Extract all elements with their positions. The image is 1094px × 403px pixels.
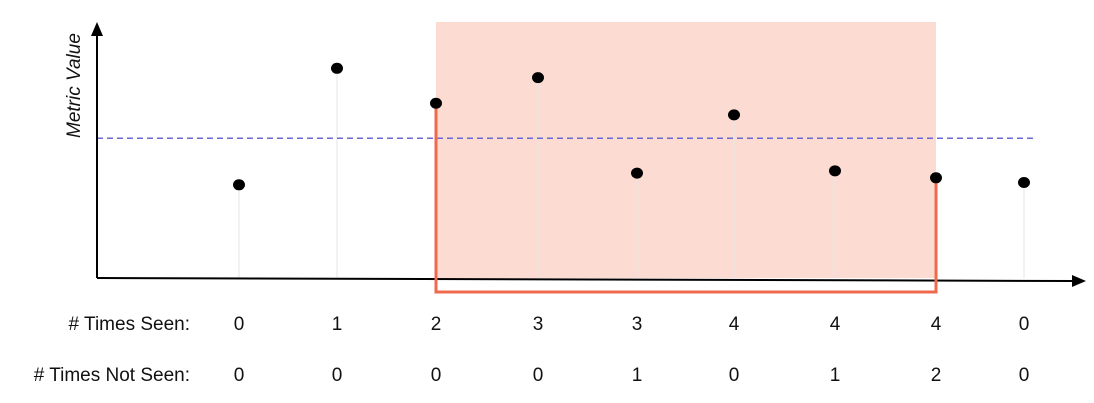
times-not-seen-value-7: 2 <box>931 365 942 386</box>
times-seen-value-7: 4 <box>931 314 942 335</box>
times-not-seen-value-3: 0 <box>533 365 544 386</box>
data-point-2 <box>430 97 442 109</box>
times-not-seen-value-2: 0 <box>431 365 442 386</box>
data-point-1 <box>331 62 343 74</box>
times-not-seen-value-8: 0 <box>1019 365 1030 386</box>
times-not-seen-value-5: 0 <box>729 365 740 386</box>
y-axis-arrow-icon <box>91 22 103 36</box>
y-axis-label: Metric Value <box>64 33 85 138</box>
times-seen-value-3: 3 <box>533 314 544 335</box>
times-not-seen-value-0: 0 <box>234 365 245 386</box>
times-seen-value-4: 3 <box>632 314 643 335</box>
data-point-6 <box>829 165 841 177</box>
data-point-5 <box>728 109 740 121</box>
data-point-0 <box>233 179 245 191</box>
times-seen-value-5: 4 <box>729 314 740 335</box>
times-seen-value-8: 0 <box>1019 314 1030 335</box>
times-not-seen-value-1: 0 <box>332 365 343 386</box>
highlight-window <box>436 22 936 278</box>
times-not-seen-value-4: 1 <box>632 365 643 386</box>
x-axis <box>96 277 1075 282</box>
data-point-7 <box>930 172 942 184</box>
times-seen-value-1: 1 <box>332 314 343 335</box>
data-point-3 <box>532 72 544 84</box>
window-bracket <box>434 103 938 294</box>
times-seen-value-2: 2 <box>431 314 442 335</box>
x-axis-arrow-icon <box>1072 275 1086 287</box>
row-label-times-not-seen: # Times Not Seen: <box>34 365 190 386</box>
row-values-group: 0 1 2 3 3 4 4 4 0 0 0 0 0 1 0 1 2 0 <box>234 314 1030 386</box>
row-label-times-seen: # Times Seen: <box>69 314 190 335</box>
data-point-8 <box>1018 176 1030 188</box>
times-seen-value-6: 4 <box>830 314 841 335</box>
times-not-seen-value-6: 1 <box>830 365 841 386</box>
data-point-4 <box>631 167 643 179</box>
points-group <box>233 62 1030 191</box>
times-seen-value-0: 0 <box>234 314 245 335</box>
